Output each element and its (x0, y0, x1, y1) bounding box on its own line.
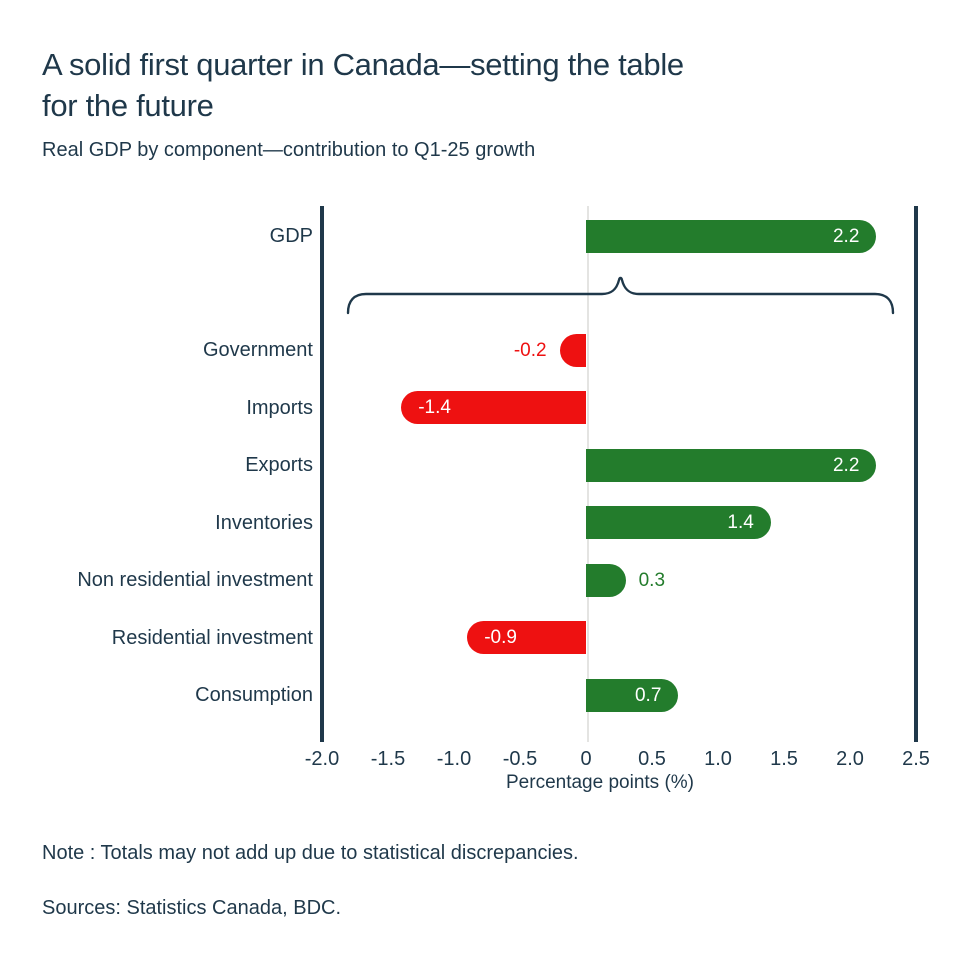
bar (586, 448, 877, 482)
x-tick-label: 1.0 (704, 748, 732, 770)
category-label: Exports (245, 454, 313, 476)
left-axis-line (320, 206, 324, 742)
x-axis-title: Percentage points (%) (506, 772, 694, 793)
value-label: 0.7 (634, 684, 662, 706)
x-tick-label: 0.5 (638, 748, 666, 770)
x-tick-label: 2.0 (836, 748, 864, 770)
bar (467, 621, 586, 654)
bar (586, 678, 679, 712)
chart-subtitle: Real GDP by component—contribution to Q1… (42, 139, 536, 161)
x-tick-label: 2.5 (902, 748, 930, 770)
bar (586, 219, 877, 253)
right-axis-line (914, 206, 918, 742)
value-label: -0.9 (484, 627, 517, 648)
bar (559, 333, 586, 367)
category-label: Residential investment (111, 626, 313, 649)
x-tick-label: 1.5 (770, 748, 798, 770)
value-label: -0.2 (513, 339, 547, 361)
x-tick-label: -2.0 (304, 748, 340, 770)
bar (586, 506, 771, 539)
category-label: Consumption (195, 684, 313, 706)
value-label: 2.2 (832, 225, 860, 247)
value-label: -1.4 (418, 397, 451, 418)
x-tick-label: -0.5 (502, 748, 538, 770)
x-tick-label: 0 (580, 748, 592, 770)
category-label: Government (202, 339, 313, 361)
category-label: Non residential investment (77, 569, 313, 591)
category-label: Imports (246, 396, 313, 419)
value-label: 2.2 (832, 454, 860, 476)
category-label: GDP (269, 225, 313, 247)
bar (586, 563, 626, 597)
value-label: 1.4 (727, 512, 754, 533)
bar (401, 391, 586, 424)
sources-text: Sources: Statistics Canada, BDC. (42, 897, 342, 919)
chart-title: A solid first quarter in Canada—setting … (42, 47, 684, 123)
note-text: Note : Totals may not add up due to stat… (42, 842, 579, 864)
x-tick-label: -1.0 (436, 748, 472, 770)
x-tick-label: -1.5 (370, 748, 406, 770)
category-label: Inventories (215, 511, 313, 534)
value-label: 0.3 (638, 569, 666, 591)
